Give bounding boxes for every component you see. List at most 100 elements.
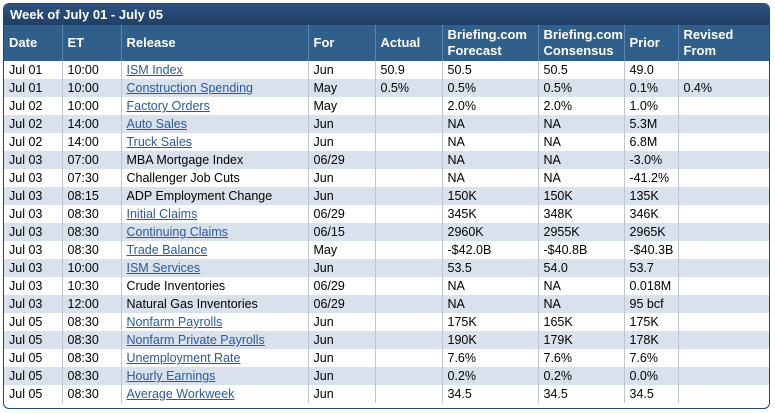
- cell-for: 06/29: [307, 277, 375, 295]
- cell-date: Jul 05: [4, 331, 62, 349]
- cell-consensus: 34.5: [537, 385, 624, 403]
- table-row: Jul 03 07:00 MBA Mortgage Index 06/29 NA NA -3…: [4, 151, 769, 169]
- release-link[interactable]: Continuing Claims: [126, 225, 228, 239]
- cell-forecast: NA: [441, 151, 538, 169]
- release-link[interactable]: Hourly Earnings: [126, 369, 216, 383]
- cell-forecast: 34.5: [441, 385, 538, 403]
- cell-for: Jun: [307, 331, 375, 349]
- release-link[interactable]: ISM Index: [126, 63, 183, 77]
- cell-et: 10:30: [61, 277, 121, 295]
- calendar-title: Week of July 01 - July 05: [4, 4, 769, 25]
- release-link[interactable]: Average Workweek: [126, 387, 235, 401]
- cell-release: ISM Index: [120, 61, 308, 79]
- cell-actual: [374, 187, 442, 205]
- cell-revised: [677, 61, 769, 79]
- cell-consensus: 54.0: [537, 259, 624, 277]
- table-row: Jul 03 08:30 Continuing Claims 06/15 2960K 29…: [4, 223, 769, 241]
- cell-revised: [677, 277, 769, 295]
- cell-actual: [374, 259, 442, 277]
- cell-prior: 95 bcf: [623, 295, 678, 313]
- cell-prior: 53.7: [623, 259, 678, 277]
- cell-consensus: 7.6%: [537, 349, 624, 367]
- cell-forecast: 0.2%: [441, 367, 538, 385]
- release-link[interactable]: Nonfarm Private Payrolls: [126, 333, 265, 347]
- cell-prior: 0.018M: [623, 277, 678, 295]
- cell-prior: 175K: [623, 313, 678, 331]
- cell-date: Jul 03: [4, 241, 62, 259]
- cell-actual: [374, 349, 442, 367]
- cell-forecast: 190K: [441, 331, 538, 349]
- cell-date: Jul 05: [4, 313, 62, 331]
- cell-actual: [374, 277, 442, 295]
- release-link[interactable]: ISM Services: [126, 261, 201, 275]
- cell-forecast: NA: [441, 115, 538, 133]
- cell-forecast: 2.0%: [441, 97, 538, 115]
- cell-release: Unemployment Rate: [120, 349, 308, 367]
- table-row: Jul 02 10:00 Factory Orders May 2.0% 2.0% 1.0%: [4, 97, 769, 115]
- column-header-actual: Actual: [374, 25, 442, 61]
- release-label: Natural Gas Inventories: [126, 297, 258, 311]
- release-label: MBA Mortgage Index: [126, 153, 244, 167]
- cell-for: 06/29: [307, 151, 375, 169]
- cell-revised: [677, 259, 769, 277]
- column-header-consensus: Briefing.com Consensus: [537, 25, 624, 61]
- cell-revised: [677, 295, 769, 313]
- release-link[interactable]: Auto Sales: [126, 117, 187, 131]
- economic-calendar-panel: Week of July 01 - July 05 Date ET Releas…: [3, 3, 770, 409]
- table-row: Jul 05 08:30 Hourly Earnings Jun 0.2% 0.2% 0.0…: [4, 367, 769, 385]
- cell-et: 08:30: [61, 367, 121, 385]
- cell-forecast: 50.5: [441, 61, 538, 79]
- table-row: Jul 01 10:00 ISM Index Jun 50.9 50.5 50.5 49.0: [4, 61, 769, 79]
- cell-for: 06/29: [307, 295, 375, 313]
- cell-actual: [374, 367, 442, 385]
- cell-revised: 0.4%: [677, 79, 769, 97]
- cell-for: Jun: [307, 133, 375, 151]
- cell-prior: -41.2%: [623, 169, 678, 187]
- cell-consensus: 179K: [537, 331, 624, 349]
- cell-for: Jun: [307, 61, 375, 79]
- cell-prior: 346K: [623, 205, 678, 223]
- cell-forecast: 2960K: [441, 223, 538, 241]
- table-row: Jul 03 08:30 Trade Balance May -$42.0B -$40.8…: [4, 241, 769, 259]
- release-link[interactable]: Trade Balance: [126, 243, 208, 257]
- cell-prior: 0.1%: [623, 79, 678, 97]
- release-link[interactable]: Construction Spending: [126, 81, 253, 95]
- cell-for: Jun: [307, 349, 375, 367]
- column-header-for: For: [307, 25, 375, 61]
- cell-release: Challenger Job Cuts: [120, 169, 308, 187]
- release-link[interactable]: Unemployment Rate: [126, 351, 241, 365]
- cell-release: Initial Claims: [120, 205, 308, 223]
- cell-release: Natural Gas Inventories: [120, 295, 308, 313]
- economic-calendar-table: Date ET Release For Actual Briefing.com …: [4, 25, 769, 403]
- cell-date: Jul 01: [4, 79, 62, 97]
- cell-actual: [374, 223, 442, 241]
- table-body: Jul 01 10:00 ISM Index Jun 50.9 50.5 50.5 49.0 J…: [4, 61, 769, 403]
- cell-revised: [677, 151, 769, 169]
- release-link[interactable]: Truck Sales: [126, 135, 193, 149]
- cell-forecast: 7.6%: [441, 349, 538, 367]
- cell-consensus: 0.2%: [537, 367, 624, 385]
- cell-actual: [374, 331, 442, 349]
- column-header-forecast: Briefing.com Forecast: [441, 25, 538, 61]
- cell-prior: 6.8M: [623, 133, 678, 151]
- cell-prior: 49.0: [623, 61, 678, 79]
- column-header-prior: Prior: [623, 25, 678, 61]
- column-header-et: ET: [61, 25, 121, 61]
- cell-date: Jul 03: [4, 169, 62, 187]
- cell-for: Jun: [307, 259, 375, 277]
- cell-actual: [374, 151, 442, 169]
- cell-et: 14:00: [61, 133, 121, 151]
- cell-date: Jul 03: [4, 205, 62, 223]
- cell-prior: 2965K: [623, 223, 678, 241]
- cell-actual: [374, 241, 442, 259]
- cell-release: Trade Balance: [120, 241, 308, 259]
- cell-revised: [677, 187, 769, 205]
- table-row: Jul 02 14:00 Auto Sales Jun NA NA 5.3M: [4, 115, 769, 133]
- cell-prior: 7.6%: [623, 349, 678, 367]
- release-link[interactable]: Nonfarm Payrolls: [126, 315, 223, 329]
- cell-for: May: [307, 97, 375, 115]
- release-link[interactable]: Factory Orders: [126, 99, 210, 113]
- cell-consensus: NA: [537, 115, 624, 133]
- release-link[interactable]: Initial Claims: [126, 207, 198, 221]
- cell-et: 10:00: [61, 97, 121, 115]
